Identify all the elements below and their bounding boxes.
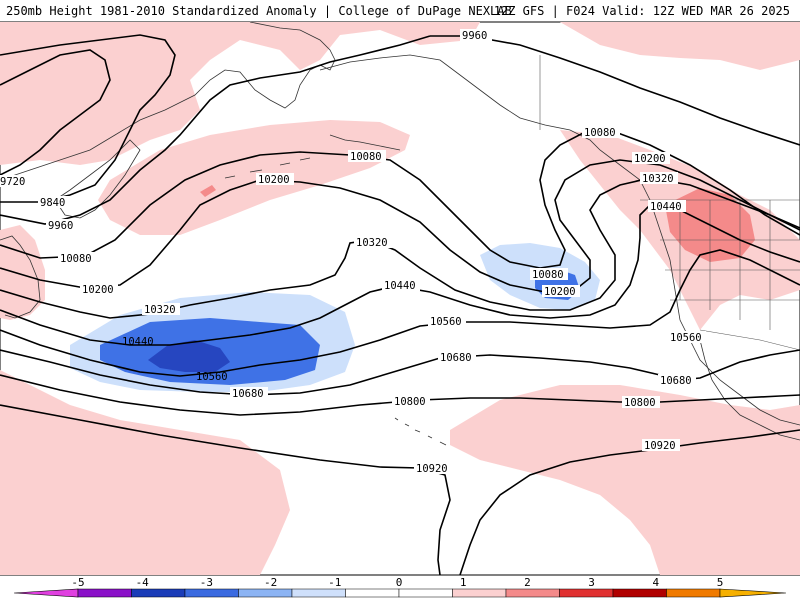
contour-labels: 9960 9720 9840 9960 10080 10080 10080 10… (0, 29, 706, 475)
label-10440-central: 10440 (384, 280, 416, 292)
anomaly-pos2-bering (200, 185, 216, 197)
colorbar-band (398, 588, 453, 598)
label-10320-west: 10320 (144, 304, 176, 316)
label-10560-central: 10560 (430, 316, 462, 328)
colorbar-tick-label: 2 (524, 576, 531, 589)
colorbar-tick-label: -2 (263, 576, 278, 589)
colorbar-tick-label: 1 (459, 576, 467, 589)
colorbar-tick-label: 0 (395, 576, 403, 589)
colorbar-band (184, 588, 239, 598)
label-10080-low: 10080 (532, 269, 564, 281)
label-9960-north: 9960 (462, 30, 487, 42)
label-9960-west: 9960 (48, 220, 73, 232)
colorbar-band (291, 588, 346, 598)
contour-9960-west (0, 35, 431, 225)
colorbar-band (77, 588, 132, 598)
label-10320-central: 10320 (356, 237, 388, 249)
contour-9960-north (430, 35, 800, 146)
label-10440-west: 10440 (122, 336, 154, 348)
run-info: 12Z GFS | F024 Valid: 12Z WED MAR 26 202… (493, 4, 790, 18)
map-title: 250mb Height 1981-2010 Standardized Anom… (6, 4, 512, 18)
contour-10200 (0, 159, 800, 293)
label-10080-west: 10080 (60, 253, 92, 265)
label-10320-east: 10320 (642, 173, 674, 185)
label-10560-west: 10560 (196, 371, 228, 383)
label-10560-east: 10560 (670, 332, 702, 344)
colorbar-band (666, 588, 721, 598)
anomaly-pos-northeast (560, 22, 800, 70)
label-10200-low: 10200 (544, 286, 576, 298)
label-10800-east: 10800 (624, 397, 656, 409)
label-10800-central: 10800 (394, 396, 426, 408)
colorbar-tick-label: -5 (71, 576, 85, 589)
anomaly-pos-eastpacific (450, 385, 800, 575)
label-10920-east: 10920 (644, 440, 676, 452)
colorbar-band (505, 588, 560, 598)
anomaly-pos-arctic (0, 22, 480, 165)
colorbar-band (345, 588, 400, 598)
colorbar-arrow-left (13, 588, 79, 598)
anomaly-pos-bering (98, 120, 410, 235)
colorbar-arrow-right (719, 588, 787, 598)
coast-aleutians (224, 134, 401, 179)
contour-9840 (0, 34, 176, 203)
colorbar-band (452, 588, 507, 598)
colorbar-tick-label: -1 (328, 576, 342, 589)
colorbar-tick-label: -4 (135, 576, 149, 589)
colorbar-band (612, 588, 667, 598)
contour-10320 (0, 177, 800, 319)
coast-hawaii (394, 417, 447, 446)
contour-9720 (0, 49, 111, 176)
colorbar (13, 588, 787, 598)
colorbar-tick-label: 5 (716, 576, 724, 589)
label-10440-east: 10440 (650, 201, 682, 213)
anomaly-pos-south (0, 370, 290, 575)
coast-siberia (0, 21, 336, 181)
colorbar-band (238, 588, 293, 598)
border-states (539, 55, 800, 330)
contour-10560 (0, 249, 800, 377)
label-10680-central: 10680 (440, 352, 472, 364)
contour-10680 (0, 349, 800, 396)
colorbar-band (559, 588, 614, 598)
label-10080-east: 10080 (584, 127, 616, 139)
colorbar-tick-label: 4 (652, 576, 660, 589)
political-borders (539, 55, 800, 351)
contour-10800 (0, 374, 800, 416)
label-10680-west: 10680 (232, 388, 264, 400)
border-us-mexico (699, 329, 800, 351)
label-9720: 9720 (0, 176, 25, 188)
label-10200-west: 10200 (82, 284, 114, 296)
anomaly-neg3-central (148, 340, 230, 372)
label-10200-central: 10200 (258, 174, 290, 186)
label-10920-central: 10920 (416, 463, 448, 475)
colorbar-tick-label: -3 (199, 576, 214, 589)
contour-10920 (0, 404, 800, 576)
label-10080-central: 10080 (350, 151, 382, 163)
label-10200-east: 10200 (634, 153, 666, 165)
label-10680-east: 10680 (660, 375, 692, 387)
colorbar-tick-label: 3 (588, 576, 595, 589)
label-9840: 9840 (40, 197, 65, 209)
coast-kamchatka (54, 139, 141, 219)
colorbar-band (131, 588, 186, 598)
